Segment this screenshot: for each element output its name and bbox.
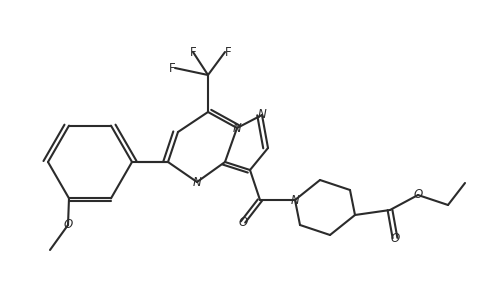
- Text: N: N: [258, 109, 266, 122]
- Text: O: O: [63, 219, 73, 232]
- Text: F: F: [190, 45, 196, 58]
- Text: F: F: [225, 45, 232, 58]
- Text: O: O: [390, 232, 399, 244]
- Text: O: O: [413, 189, 422, 201]
- Text: F: F: [169, 61, 175, 74]
- Text: N: N: [291, 194, 299, 207]
- Text: O: O: [239, 216, 248, 228]
- Text: N: N: [193, 175, 201, 189]
- Text: N: N: [233, 122, 241, 134]
